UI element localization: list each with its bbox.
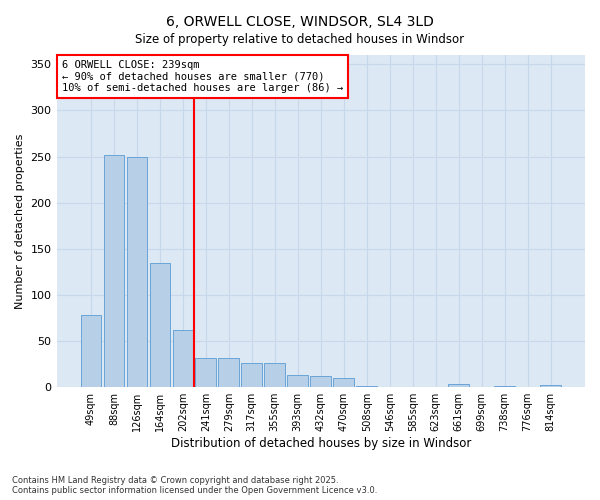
- Bar: [356, 386, 377, 387]
- Y-axis label: Number of detached properties: Number of detached properties: [15, 134, 25, 309]
- Bar: [80, 315, 101, 387]
- Bar: [218, 358, 239, 387]
- Bar: [127, 156, 147, 387]
- Bar: [448, 384, 469, 387]
- Bar: [310, 376, 331, 387]
- Bar: [241, 363, 262, 387]
- Bar: [104, 154, 124, 387]
- Bar: [173, 330, 193, 387]
- Bar: [494, 386, 515, 387]
- Text: 6, ORWELL CLOSE, WINDSOR, SL4 3LD: 6, ORWELL CLOSE, WINDSOR, SL4 3LD: [166, 15, 434, 29]
- Text: Contains HM Land Registry data © Crown copyright and database right 2025.
Contai: Contains HM Land Registry data © Crown c…: [12, 476, 377, 495]
- Bar: [287, 375, 308, 387]
- Text: 6 ORWELL CLOSE: 239sqm
← 90% of detached houses are smaller (770)
10% of semi-de: 6 ORWELL CLOSE: 239sqm ← 90% of detached…: [62, 60, 343, 93]
- X-axis label: Distribution of detached houses by size in Windsor: Distribution of detached houses by size …: [170, 437, 471, 450]
- Bar: [540, 386, 561, 387]
- Bar: [265, 363, 285, 387]
- Bar: [149, 262, 170, 387]
- Text: Size of property relative to detached houses in Windsor: Size of property relative to detached ho…: [136, 32, 464, 46]
- Bar: [334, 378, 354, 387]
- Bar: [196, 358, 216, 387]
